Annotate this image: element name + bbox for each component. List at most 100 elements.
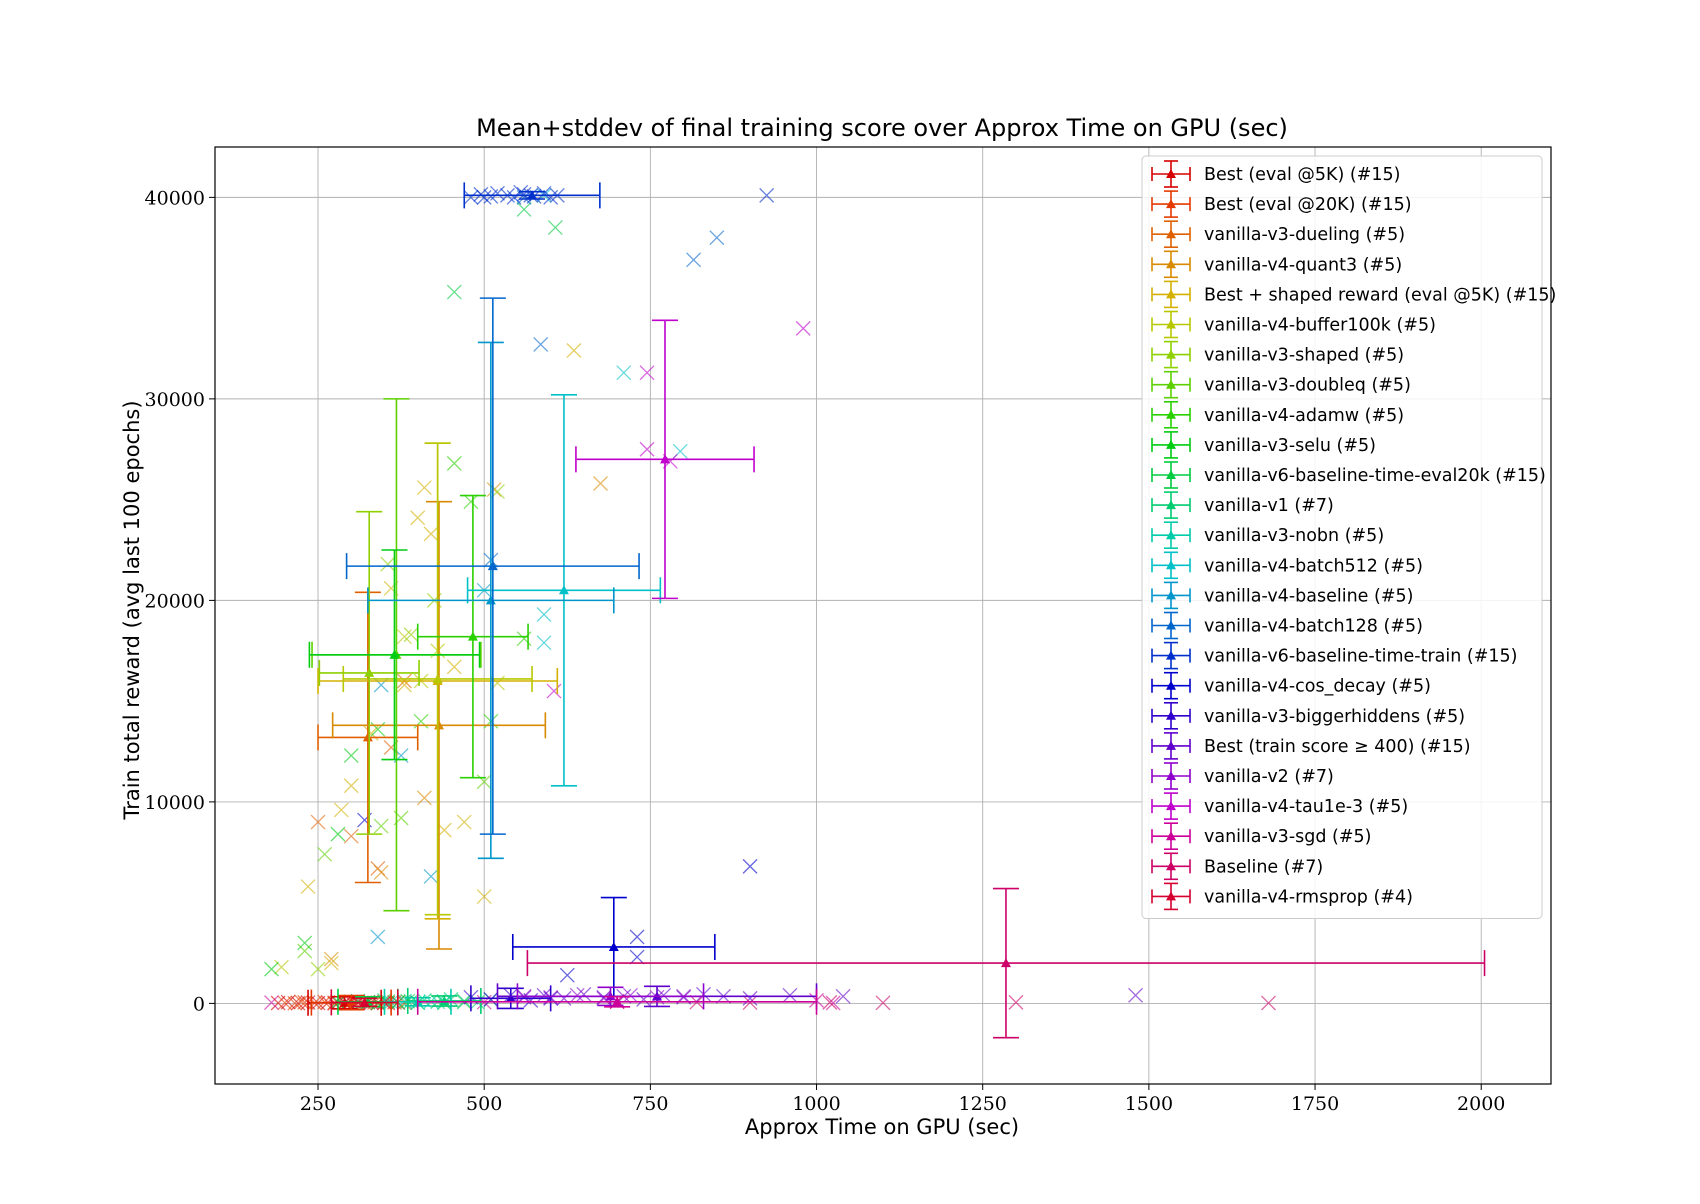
x-tick-label: 1750 — [1291, 1093, 1339, 1115]
series-errorbar — [331, 500, 547, 950]
mean-marker — [505, 993, 516, 1003]
x-tick-label: 500 — [466, 1093, 502, 1115]
chart-title: Mean+stddev of final training score over… — [476, 114, 1288, 142]
data-point — [476, 189, 492, 205]
data-point — [742, 858, 758, 874]
data-point — [486, 482, 502, 498]
legend-label: vanilla-v3-doubleq (#5) — [1204, 376, 1411, 396]
legend-label: vanilla-v1 (#7) — [1204, 496, 1334, 516]
data-point — [536, 607, 552, 622]
data-point — [709, 230, 725, 246]
data-point — [310, 814, 326, 830]
legend-label: Best (eval @20K) (#15) — [1204, 195, 1412, 215]
data-point — [516, 202, 532, 217]
legend-label: vanilla-v4-cos_decay (#5) — [1204, 677, 1431, 697]
legend-marker — [1166, 620, 1176, 630]
data-point — [274, 959, 289, 975]
legend-box — [1141, 155, 1543, 919]
data-point — [576, 986, 592, 1002]
data-point — [629, 949, 645, 965]
data-point — [343, 748, 359, 764]
legend-label: Baseline (#7) — [1204, 857, 1323, 877]
x-tick-label: 1500 — [1125, 1093, 1173, 1115]
series-errorbar — [416, 494, 529, 779]
data-point — [380, 556, 396, 572]
legend-label: vanilla-v3-biggerhiddens (#5) — [1204, 707, 1465, 727]
data-point — [536, 185, 552, 201]
series-points — [264, 721, 386, 977]
x-tick-label: 750 — [632, 1093, 668, 1115]
legend-marker — [1166, 530, 1176, 540]
data-point — [686, 252, 702, 268]
mean-marker — [433, 720, 444, 730]
data-point — [264, 961, 279, 977]
legend-label: vanilla-v6-baseline-time-train (#15) — [1204, 647, 1517, 667]
data-point — [293, 994, 309, 1010]
series-errorbar — [470, 985, 552, 1012]
legend-item: vanilla-v3-biggerhiddens (#5) — [1151, 701, 1465, 730]
points-layer — [264, 184, 1276, 1011]
legend-marker — [1166, 710, 1176, 720]
legend-item: vanilla-v3-dueling (#5) — [1151, 220, 1405, 248]
x-tick-label: 250 — [300, 1093, 336, 1115]
series-points — [300, 343, 582, 971]
data-point — [1261, 995, 1276, 1011]
legend-item: Best (eval @5K) (#15) — [1151, 160, 1401, 188]
data-point — [373, 818, 389, 834]
mean-marker — [605, 991, 616, 1001]
data-point — [323, 951, 339, 967]
series-errorbar — [342, 442, 533, 916]
legend-item: vanilla-v4-baseline (#5) — [1151, 581, 1413, 610]
legend-item: vanilla-v2 (#7) — [1151, 762, 1334, 790]
data-point — [463, 494, 479, 510]
legend-marker — [1166, 349, 1176, 359]
data-point — [333, 802, 349, 818]
data-point — [343, 778, 359, 794]
series-errorbar — [318, 510, 420, 835]
legend-item: Best (train score ≥ 400) (#15) — [1151, 732, 1471, 760]
legend-item: vanilla-v4-tau1e-3 (#5) — [1151, 792, 1408, 820]
data-point — [593, 476, 608, 491]
legend-label: vanilla-v3-sgd (#5) — [1204, 827, 1371, 847]
data-point — [546, 683, 562, 699]
data-point — [373, 677, 389, 693]
legend-item: vanilla-v3-shaped (#5) — [1151, 340, 1404, 369]
data-point — [446, 455, 462, 471]
legend-label: vanilla-v4-batch512 (#5) — [1204, 556, 1423, 576]
y-tick-label: 20000 — [145, 590, 205, 612]
legend-label: vanilla-v4-quant3 (#5) — [1204, 255, 1402, 275]
mean-marker — [527, 190, 538, 200]
mean-marker — [432, 673, 443, 683]
data-point — [413, 713, 429, 729]
legend-label: vanilla-v3-shaped (#5) — [1204, 346, 1404, 366]
data-point — [476, 889, 492, 905]
data-point — [795, 320, 811, 336]
legend-marker — [1166, 891, 1176, 901]
series-points — [536, 187, 688, 651]
mean-marker — [487, 561, 498, 571]
data-point — [835, 988, 851, 1004]
legend-marker — [1166, 740, 1176, 750]
legend-marker — [1166, 259, 1176, 269]
series-points — [323, 476, 608, 967]
legend-label: Best + shaped reward (eval @5K) (#15) — [1204, 285, 1556, 305]
series-errorbar — [575, 319, 755, 600]
legend-marker — [1166, 289, 1176, 299]
data-point — [1128, 987, 1144, 1003]
y-tick-label: 40000 — [145, 187, 205, 209]
legend-item: vanilla-v1 (#7) — [1151, 491, 1334, 519]
legend-marker — [1166, 470, 1176, 479]
legend-label: vanilla-v4-buffer100k (#5) — [1204, 316, 1436, 336]
x-tick-label: 2000 — [1457, 1093, 1505, 1115]
mean-marker — [389, 649, 400, 659]
data-point — [423, 868, 439, 884]
legend-item: vanilla-v4-quant3 (#5) — [1151, 250, 1402, 279]
legend-marker — [1166, 650, 1176, 660]
legend-item: vanilla-v6-baseline-time-eval20k (#15) — [1151, 461, 1546, 489]
data-point — [490, 185, 505, 201]
mean-marker — [364, 667, 375, 677]
data-point — [566, 343, 582, 358]
x-axis-label: Approx Time on GPU (sec) — [745, 1115, 1019, 1139]
data-point — [297, 935, 313, 951]
legend-marker — [1166, 801, 1176, 811]
